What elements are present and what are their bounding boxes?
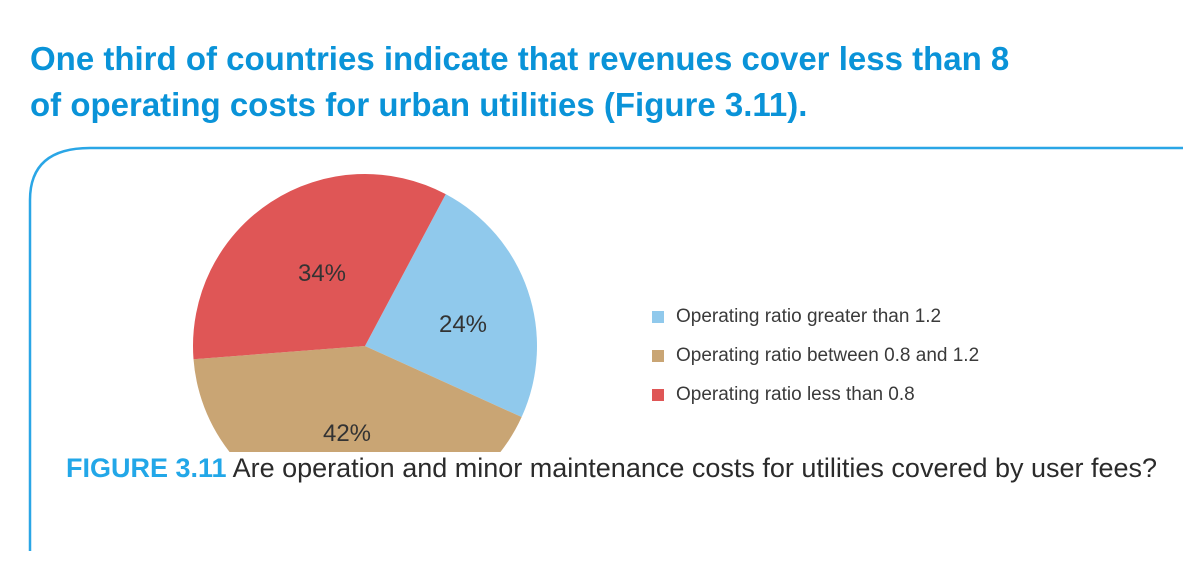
chart-legend: Operating ratio greater than 1.2 Operatin…: [652, 297, 979, 414]
pie-slice-1: [193, 346, 522, 452]
legend-item-0: Operating ratio greater than 1.2: [652, 297, 979, 336]
pie-slice-2: [193, 174, 446, 360]
pie-slice-0: [365, 194, 537, 418]
legend-item-1: Operating ratio between 0.8 and 1.2: [652, 336, 979, 375]
heading-line-1: One third of countries indicate that rev…: [30, 40, 1010, 77]
figure-caption-text: Are operation and minor maintenance cost…: [226, 453, 1158, 483]
figure-caption: FIGURE 3.11 Are operation and minor main…: [66, 450, 1176, 487]
legend-swatch-2: [652, 388, 664, 401]
heading-line-2: of operating costs for urban utilities (…: [30, 86, 808, 123]
legend-swatch-1: [652, 349, 664, 362]
legend-label-2: Operating ratio less than 0.8: [676, 383, 915, 405]
pie-slice-label-0: 24%: [439, 311, 487, 338]
legend-swatch-0: [652, 310, 664, 323]
figure-label: FIGURE 3.11: [66, 453, 227, 483]
pie-slice-label-2: 34%: [298, 260, 346, 287]
page-heading: One third of countries indicate that rev…: [30, 36, 1183, 128]
pie-slice-label-1: 42%: [323, 420, 371, 447]
legend-label-0: Operating ratio greater than 1.2: [676, 305, 942, 327]
legend-label-1: Operating ratio between 0.8 and 1.2: [676, 344, 980, 366]
legend-item-2: Operating ratio less than 0.8: [652, 375, 979, 414]
